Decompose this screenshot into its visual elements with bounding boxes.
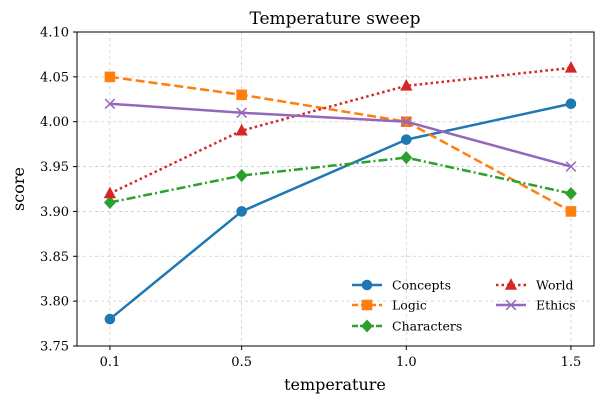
legend-item-ethics: Ethics — [496, 298, 576, 313]
legend-item-concepts: Concepts — [352, 278, 451, 293]
series-characters — [103, 151, 577, 209]
legend-item-logic: Logic — [352, 298, 427, 313]
x-tick-label: 1.0 — [396, 355, 417, 370]
series-layer — [103, 61, 578, 325]
series-line-logic — [109, 75, 572, 213]
data-point-ethics — [104, 98, 116, 110]
data-point-logic — [236, 89, 247, 101]
y-tick-label: 4.00 — [40, 115, 69, 130]
data-point-world — [400, 78, 413, 91]
data-point-concepts — [400, 134, 412, 145]
legend-label: Characters — [392, 319, 462, 334]
axis-ticks: 3.75 3.80 3.85 3.90 3.95 4.00 4.05 4.10 0.1 0.5 1.… — [40, 26, 581, 371]
data-point-world — [564, 61, 578, 73]
data-point-logic — [104, 71, 116, 83]
data-point-ethics — [400, 116, 412, 128]
x-axis-label: temperature — [284, 375, 386, 394]
series-logic — [104, 71, 577, 217]
series-world — [103, 61, 578, 199]
legend-label: World — [536, 278, 574, 293]
x-tick-label: 0.1 — [100, 355, 121, 370]
y-axis-label: score — [9, 167, 28, 211]
data-point-logic — [565, 206, 577, 217]
y-tick-label: 4.10 — [40, 26, 69, 41]
data-point-concepts — [236, 206, 247, 217]
grid — [77, 31, 594, 347]
legend-marker — [505, 299, 517, 311]
data-point-concepts — [565, 98, 577, 110]
data-point-concepts — [104, 313, 116, 325]
series-ethics — [104, 98, 577, 172]
y-tick-label: 3.95 — [40, 160, 69, 175]
y-tick-label: 3.75 — [40, 340, 69, 355]
series-line-ethics — [109, 102, 572, 168]
series-line-world — [109, 66, 572, 195]
plot-frame — [76, 31, 595, 347]
x-tick-label: 0.5 — [231, 355, 252, 370]
data-point-world — [103, 186, 117, 199]
data-point-characters — [103, 195, 116, 209]
y-tick-label: 3.85 — [40, 250, 69, 265]
legend-item-world: World — [496, 278, 574, 293]
y-tick-label: 3.80 — [40, 295, 69, 310]
series-concepts — [104, 98, 577, 325]
data-point-characters — [400, 151, 413, 165]
legend: Concepts Logic Characters World Ethics — [352, 278, 576, 334]
y-tick-label: 3.90 — [40, 205, 69, 220]
data-point-ethics — [565, 161, 577, 172]
chart-title: Temperature sweep — [249, 9, 420, 29]
legend-label: Logic — [392, 298, 427, 313]
legend-label: Concepts — [392, 278, 451, 293]
series-line-characters — [109, 156, 572, 204]
legend-marker — [504, 278, 518, 290]
data-point-world — [235, 123, 248, 136]
data-point-characters — [235, 169, 248, 183]
data-point-ethics — [236, 107, 247, 119]
legend-label: Ethics — [536, 298, 576, 313]
legend-marker — [361, 319, 373, 333]
legend-marker — [361, 279, 373, 291]
legend-item-characters: Characters — [352, 319, 462, 334]
x-tick-label: 1.5 — [561, 355, 582, 370]
data-point-characters — [564, 186, 577, 201]
legend-marker — [361, 299, 373, 311]
series-line-concepts — [109, 102, 572, 321]
y-tick-label: 4.05 — [40, 70, 69, 85]
